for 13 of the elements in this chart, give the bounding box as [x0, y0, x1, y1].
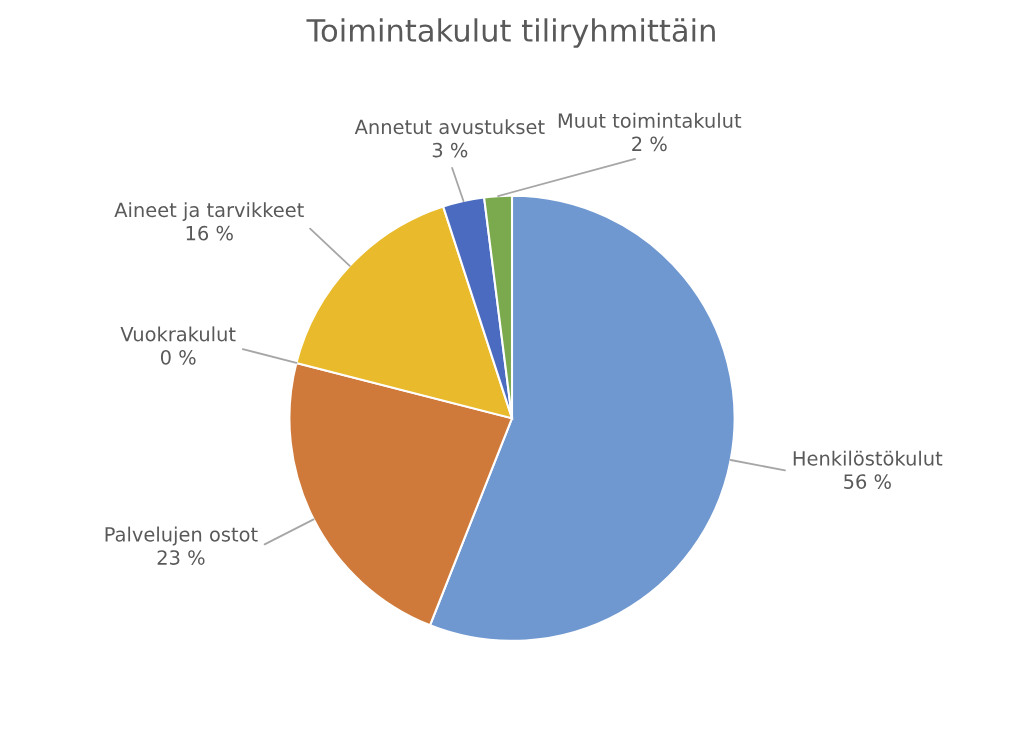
category-label: Vuokrakulut — [120, 326, 236, 342]
data-label: 23 % — [157, 550, 205, 565]
slice-label: Henkilöstökulut — [793, 450, 943, 466]
data-label: 56 % — [844, 474, 891, 489]
data-label: 16 % — [186, 225, 233, 241]
text: 0 % — [160, 349, 196, 365]
data-label: 2 % — [632, 136, 667, 152]
data-label: 3 % — [432, 142, 468, 158]
chart-title: Toimintakulut tiliryhmittäin — [306, 18, 715, 48]
slice-label: Annetut avustukset — [354, 119, 545, 135]
slice-label: Muut toimintakulut — [558, 112, 742, 128]
slice-label: Palvelujen ostot — [105, 526, 258, 546]
slice-label: Aineet ja tarvikkeet — [114, 202, 304, 222]
